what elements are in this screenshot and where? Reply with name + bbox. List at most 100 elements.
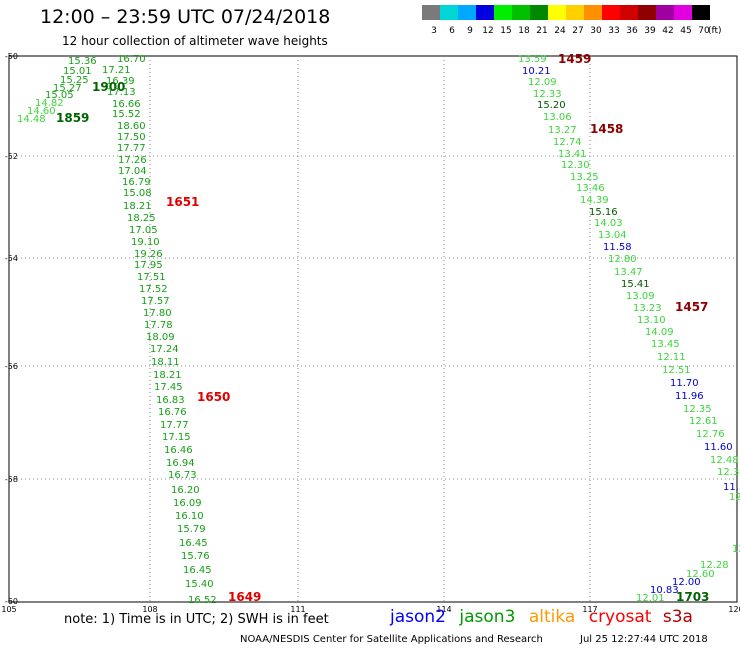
legend-swatch-label: 6 (449, 26, 455, 36)
wave-height-reading: 15.27 (53, 83, 82, 94)
wave-height-reading: 13.47 (614, 267, 643, 278)
wave-height-reading: 17.95 (134, 260, 163, 271)
latitude-tick-label: -56 (5, 362, 18, 371)
wave-height-reading: 13.04 (598, 230, 627, 241)
wave-height-reading: 14.39 (580, 195, 609, 206)
wave-height-reading: 15.79 (177, 524, 206, 535)
wave-height-reading: 13.23 (633, 303, 662, 314)
mission-s3a: s3a (662, 607, 693, 627)
wave-height-reading: 17.04 (118, 166, 147, 177)
wave-height-reading: 17.13 (107, 87, 136, 98)
wave-height-reading: 16.73 (168, 470, 197, 481)
wave-height-reading: 11.58 (603, 242, 632, 253)
wave-height-reading: 14.03 (594, 218, 623, 229)
wave-height-reading: 10.21 (522, 66, 551, 77)
mission-jason3: jason3 (459, 607, 516, 627)
wave-height-reading: 17.50 (117, 132, 146, 143)
wave-height-reading: 17.05 (129, 225, 158, 236)
wave-height-reading: 12.3 (717, 467, 739, 478)
legend-swatch (584, 5, 602, 20)
legend-swatch (674, 5, 692, 20)
longitude-tick-label: 111 (290, 605, 305, 614)
legend-swatch-label: 27 (572, 26, 583, 36)
wave-height-reading: 16.09 (173, 498, 202, 509)
chart-title: 12:00 – 23:59 UTC 07/24/2018 (40, 6, 331, 28)
wave-height-reading: 15.41 (621, 279, 650, 290)
latitude-tick-label: -52 (5, 152, 18, 161)
legend-swatch-label: 45 (680, 26, 691, 36)
wave-height-reading: 17.78 (144, 320, 173, 331)
wave-height-reading: 17.52 (139, 284, 168, 295)
wave-height-reading: 15.01 (63, 66, 92, 77)
pass-time-label: 1703 (676, 590, 709, 604)
wave-height-reading: 15.25 (60, 75, 89, 86)
legend-swatch (512, 5, 530, 20)
wave-height-reading: 13.45 (651, 339, 680, 350)
pass-time-label: 1900 (92, 80, 125, 94)
wave-height-reading: 13.10 (637, 315, 666, 326)
wave-height-reading: 17.77 (160, 420, 189, 431)
axis-labels: 105 108 111 114 117 120 -50 -52 -54 -56 -58 -60 (1, 52, 740, 614)
pass-time-label: 1457 (675, 300, 708, 314)
wave-height-reading: 18.21 (123, 201, 152, 212)
wave-height-reading: 15.05 (45, 90, 74, 101)
longitude-tick-label: 117 (582, 605, 597, 614)
wave-height-reading: 17.77 (117, 143, 146, 154)
wave-height-reading: 13.59 (518, 54, 547, 65)
legend-swatch-label: 3 (431, 26, 437, 36)
legend-swatch-label: 39 (644, 26, 656, 36)
wave-height-reading: 16.76 (158, 407, 187, 418)
mission-altika: altika (528, 607, 576, 627)
wave-height-reading: 12.35 (683, 404, 712, 415)
wave-height-reading: 13.41 (558, 149, 587, 160)
wave-height-reading: 12.11 (657, 352, 686, 363)
wave-height-reading: 13.25 (570, 172, 599, 183)
latitude-tick-label: -54 (5, 254, 18, 263)
wave-height-reading: 16.66 (112, 99, 141, 110)
legend-swatch-label: 70 (698, 26, 710, 36)
wave-height-reading: 14.60 (27, 106, 56, 117)
wave-height-reading: 13.27 (548, 125, 577, 136)
wave-height-reading: 17.24 (150, 344, 179, 355)
wave-height-reading: 12.33 (533, 89, 562, 100)
wave-height-reading: 16.83 (156, 395, 185, 406)
pass-time-label: 1458 (590, 122, 623, 136)
wave-height-reading: 15.36 (68, 56, 97, 67)
wave-height-reading: 11.96 (675, 391, 704, 402)
legend-swatch (530, 5, 548, 20)
longitude-tick-label: 120 (728, 605, 740, 614)
wave-height-reading: 16.94 (166, 458, 195, 469)
pass-time-label: 1651 (166, 195, 199, 209)
legend-swatch-label: 30 (590, 26, 602, 36)
wave-height-reading: 19.10 (131, 237, 160, 248)
wave-height-reading: 15.52 (112, 109, 141, 120)
pass-time-label: 1859 (56, 111, 89, 125)
altimeter-map: 105 108 111 114 117 120 -50 -52 -54 -56 -58 -60 16.… (1, 52, 740, 614)
wave-height-reading: 15.08 (123, 188, 152, 199)
legend-swatch-label: 42 (662, 26, 673, 36)
wave-height-reading: 17.21 (102, 65, 131, 76)
wave-height-reading: 16.45 (183, 565, 212, 576)
wave-height-reading: 17.45 (154, 382, 183, 393)
wave-height-reading: 11. (723, 482, 739, 493)
pass-time-label: 1459 (558, 52, 591, 66)
wave-height-reading: 12.00 (672, 577, 701, 588)
wave-height-legend: 3 6 9 12 15 18 21 24 27 30 33 36 39 42 45 70(ft) (422, 5, 722, 36)
wave-height-reading: 16.79 (122, 177, 151, 188)
map-frame (8, 55, 738, 603)
wave-height-reading: 15.76 (181, 551, 210, 562)
wave-height-reading: 17.15 (162, 432, 191, 443)
wave-height-reading: 16.39 (106, 76, 135, 87)
wave-height-reading: 12.28 (700, 560, 729, 571)
legend-swatch-label: 33 (608, 26, 619, 36)
latitude-tick-label: -60 (5, 597, 18, 606)
wave-height-reading: 12.61 (689, 416, 718, 427)
wave-height-reading: 12.80 (608, 254, 637, 265)
wave-height-reading: 17.57 (141, 296, 170, 307)
longitude-tick-label: 114 (436, 605, 451, 614)
legend-swatch (566, 5, 584, 20)
wave-height-reading: 13.06 (543, 112, 572, 123)
wave-height-reading: 15.20 (537, 100, 566, 111)
wave-height-reading: 18.09 (146, 332, 175, 343)
latitude-tick-label: -50 (5, 52, 18, 61)
